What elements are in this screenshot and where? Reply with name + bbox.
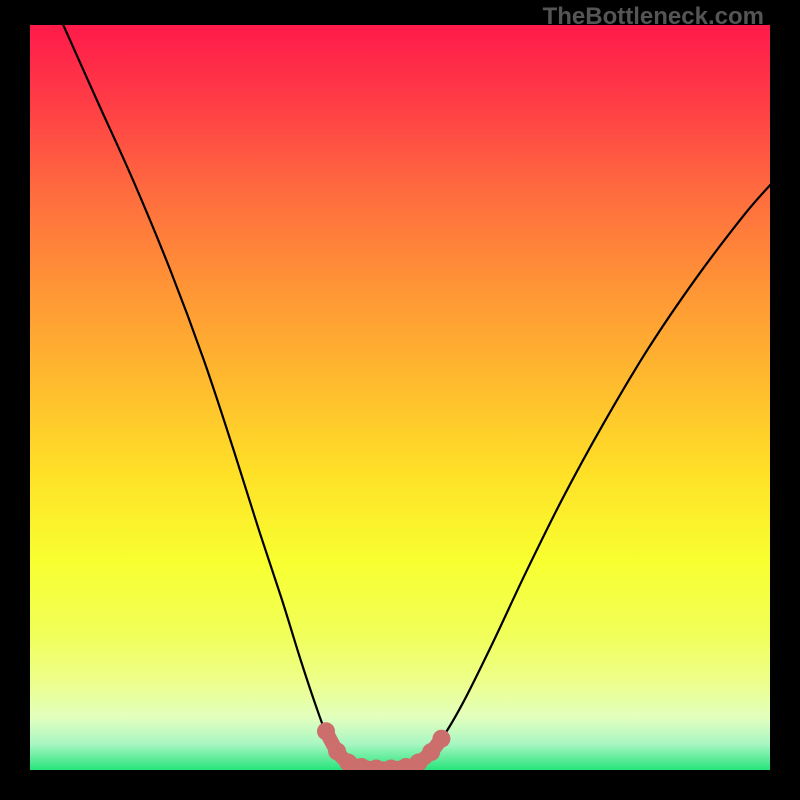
chart-viewport: TheBottleneck.com: [0, 0, 800, 800]
plot-area: [30, 25, 770, 770]
watermark-text: TheBottleneck.com: [543, 3, 770, 31]
bottleneck-curve-right: [389, 185, 770, 768]
plot-svg: [30, 25, 770, 770]
optimal-point-marker: [317, 722, 335, 740]
bottleneck-curve-left: [63, 25, 389, 769]
optimal-point-marker: [432, 730, 450, 748]
